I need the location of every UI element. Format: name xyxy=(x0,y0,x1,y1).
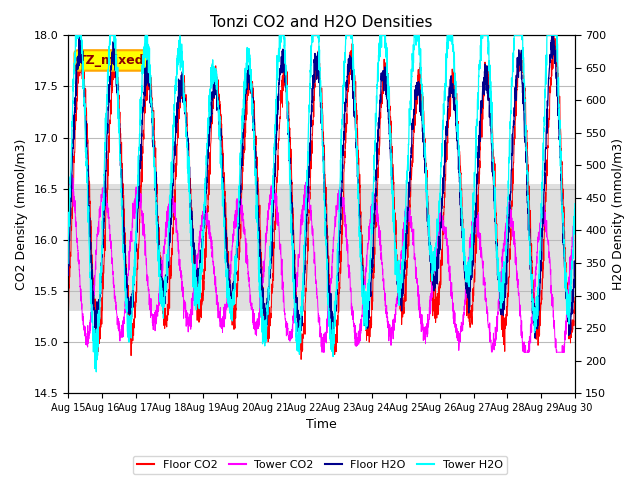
Legend: Floor CO2, Tower CO2, Floor H2O, Tower H2O: Floor CO2, Tower CO2, Floor H2O, Tower H… xyxy=(133,456,507,474)
X-axis label: Time: Time xyxy=(306,419,337,432)
Title: Tonzi CO2 and H2O Densities: Tonzi CO2 and H2O Densities xyxy=(210,15,433,30)
Y-axis label: CO2 Density (mmol/m3): CO2 Density (mmol/m3) xyxy=(15,139,28,290)
Y-axis label: H2O Density (mmol/m3): H2O Density (mmol/m3) xyxy=(612,138,625,290)
Text: TZ_mixed: TZ_mixed xyxy=(78,54,145,67)
Bar xyxy=(68,183,575,312)
